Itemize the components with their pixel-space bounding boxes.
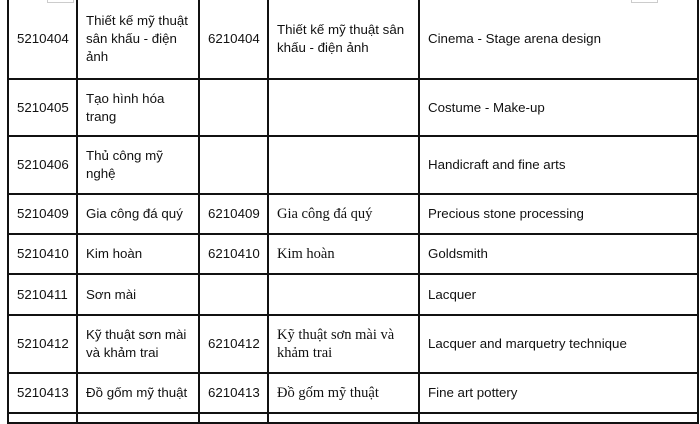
english-name-cell: Fine art pottery xyxy=(418,372,699,414)
code-6-cell: 6210404 xyxy=(198,0,269,80)
code-5-cell: 5210404 xyxy=(7,0,78,80)
code-5-cell: 5210411 xyxy=(7,273,78,316)
table-row: 5210406 Thủ công mỹ nghệ Handicraft and fi… xyxy=(7,135,699,195)
empty-cell xyxy=(267,412,420,424)
code-5-cell: 5210410 xyxy=(7,233,78,275)
name-5-cell: Kim hoàn xyxy=(76,233,200,275)
code-6-cell xyxy=(198,78,269,137)
code-5-cell: 5210406 xyxy=(7,135,78,195)
code-6-cell xyxy=(198,273,269,316)
table-row: 5210409 Gia công đá quý 6210409 Gia công đá… xyxy=(7,193,699,235)
table-row: 5210404 Thiết kế mỹ thuật sân khấu - điện… xyxy=(7,0,699,80)
english-name-cell: Lacquer xyxy=(418,273,699,316)
name-5-cell: Tạo hình hóa trang xyxy=(76,78,200,137)
table-row: 5210412 Kỹ thuật sơn mài và khảm trai 6210… xyxy=(7,314,699,374)
name-5-cell: Gia công đá quý xyxy=(76,193,200,235)
code-6-cell: 6210413 xyxy=(198,372,269,414)
name-6-cell: Đồ gốm mỹ thuật xyxy=(267,372,420,414)
code-6-cell: 6210410 xyxy=(198,233,269,275)
code-5-cell: 5210409 xyxy=(7,193,78,235)
name-5-cell: Sơn mài xyxy=(76,273,200,316)
english-name-cell: Lacquer and marquetry technique xyxy=(418,314,699,374)
name-6-cell: Kỹ thuật sơn mài và khảm trai xyxy=(267,314,420,374)
code-6-cell: 6210409 xyxy=(198,193,269,235)
name-5-cell: Kỹ thuật sơn mài và khảm trai xyxy=(76,314,200,374)
code-6-cell: 6210412 xyxy=(198,314,269,374)
english-name-cell: Handicraft and fine arts xyxy=(418,135,699,195)
name-6-cell xyxy=(267,78,420,137)
empty-cell xyxy=(198,412,269,424)
empty-cell xyxy=(418,412,699,424)
english-name-cell: Cinema - Stage arena design xyxy=(418,0,699,80)
name-6-cell xyxy=(267,135,420,195)
table-row: 5210411 Sơn mài Lacquer xyxy=(7,273,699,316)
occupation-table: 5210404 Thiết kế mỹ thuật sân khấu - điện… xyxy=(7,0,699,424)
name-6-cell: Thiết kế mỹ thuật sân khấu - điện ảnh xyxy=(267,0,420,80)
code-5-cell: 5210412 xyxy=(7,314,78,374)
name-5-cell: Thiết kế mỹ thuật sân khấu - điện ảnh xyxy=(76,0,200,80)
english-name-cell: Precious stone processing xyxy=(418,193,699,235)
english-name-cell: Goldsmith xyxy=(418,233,699,275)
code-5-cell: 5210413 xyxy=(7,372,78,414)
empty-cell xyxy=(7,412,78,424)
code-5-cell: 5210405 xyxy=(7,78,78,137)
name-5-cell: Thủ công mỹ nghệ xyxy=(76,135,200,195)
table-row xyxy=(7,412,699,424)
empty-cell xyxy=(76,412,200,424)
table-row: 5210405 Tạo hình hóa trang Costume - Make-… xyxy=(7,78,699,137)
name-6-cell: Gia công đá quý xyxy=(267,193,420,235)
name-5-cell: Đồ gốm mỹ thuật xyxy=(76,372,200,414)
name-6-cell xyxy=(267,273,420,316)
name-6-cell: Kim hoàn xyxy=(267,233,420,275)
table-row: 5210413 Đồ gốm mỹ thuật 6210413 Đồ gốm mỹ t… xyxy=(7,372,699,414)
table-row: 5210410 Kim hoàn 6210410 Kim hoàn Goldsmith xyxy=(7,233,699,275)
english-name-cell: Costume - Make-up xyxy=(418,78,699,137)
code-6-cell xyxy=(198,135,269,195)
